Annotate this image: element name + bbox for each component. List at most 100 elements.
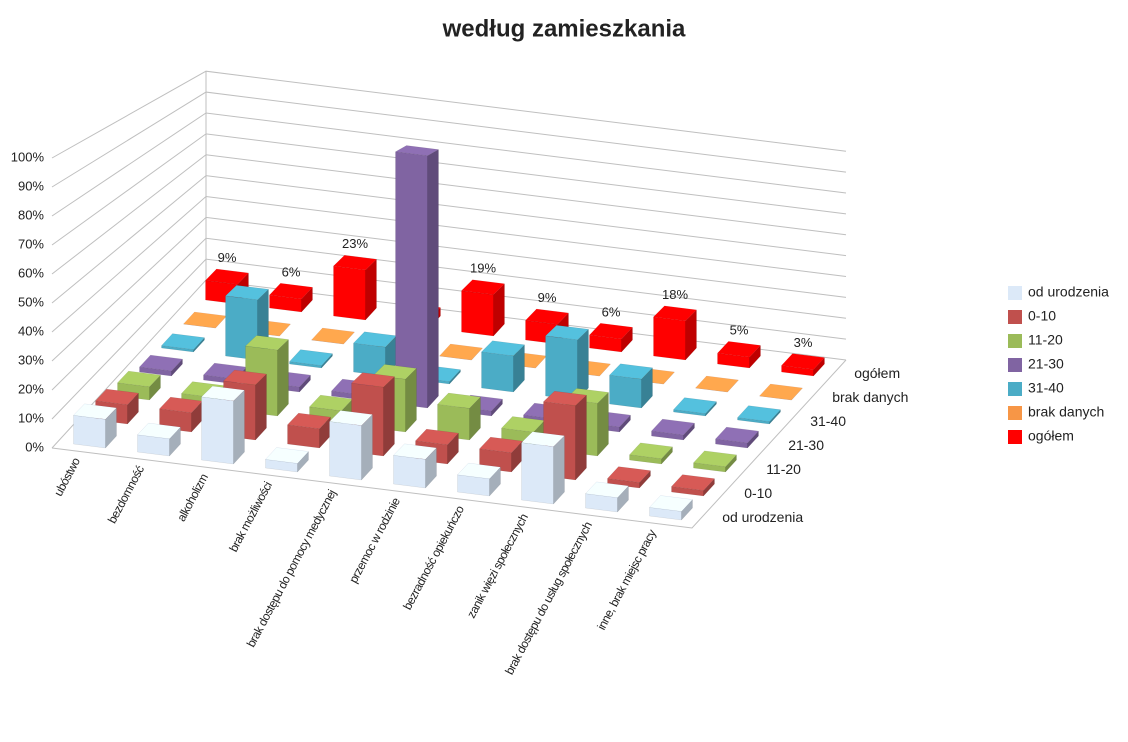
data-label: 5% <box>730 323 749 338</box>
bar-top <box>350 372 396 388</box>
bar <box>694 375 740 393</box>
legend-swatch <box>1008 358 1022 372</box>
bar <box>714 426 760 449</box>
bar <box>182 311 228 329</box>
bar <box>160 333 206 353</box>
y-tick-label: 40% <box>18 323 44 338</box>
bar <box>264 447 310 473</box>
bar-top <box>480 340 526 357</box>
floor-edge <box>51 359 847 529</box>
x-tick-label: ubóstwo <box>51 455 83 499</box>
bar-top <box>758 383 804 401</box>
bar-top <box>670 474 716 491</box>
bar-front <box>393 455 426 489</box>
legend-swatch <box>1008 382 1022 396</box>
bar-top <box>692 450 738 467</box>
x-tick-label: przemoc w rodzinie <box>346 495 403 586</box>
y-tick-label: 90% <box>18 178 44 193</box>
legend-label: brak danych <box>1028 404 1104 420</box>
bar <box>328 410 374 481</box>
bar-top <box>672 397 718 414</box>
x-tick-label: zanik więzi społecznych <box>464 512 531 621</box>
bar-top <box>72 403 118 420</box>
legend-label: 21-30 <box>1028 356 1064 372</box>
grid-line <box>51 70 847 159</box>
legend-label: ogółem <box>1028 428 1074 444</box>
bar <box>310 327 356 345</box>
bar-top <box>136 422 182 440</box>
y-tick-label: 30% <box>18 352 44 367</box>
bar-top <box>436 392 482 409</box>
y-tick-label: 0% <box>25 439 44 454</box>
grid-line <box>51 133 847 246</box>
bar <box>544 325 590 401</box>
bar-top <box>650 418 696 436</box>
bar <box>138 354 184 377</box>
bar <box>460 279 506 337</box>
bar-top <box>332 255 378 271</box>
depth-label: 11-20 <box>766 461 801 477</box>
bar-top <box>460 279 506 295</box>
data-label: 19% <box>470 261 496 276</box>
bar <box>584 481 630 513</box>
bar <box>288 349 334 369</box>
legend-swatch <box>1008 310 1022 324</box>
bar-top <box>648 495 694 512</box>
bar <box>692 450 738 473</box>
bar <box>608 363 654 409</box>
data-label: 18% <box>662 287 688 302</box>
grid-line <box>51 175 847 304</box>
bar <box>478 436 524 473</box>
legend-swatch <box>1008 334 1022 348</box>
depth-label: 21-30 <box>788 437 824 453</box>
bar <box>332 255 378 321</box>
bar-top <box>310 327 356 345</box>
bar-top <box>222 369 268 386</box>
y-tick-label: 80% <box>18 207 44 222</box>
bar-side <box>361 413 373 481</box>
bar-front <box>73 415 106 449</box>
legend-label: 11-20 <box>1028 332 1063 348</box>
bar <box>456 462 502 497</box>
bar-side <box>575 394 587 481</box>
bar-top <box>244 335 290 351</box>
data-label: 6% <box>602 305 621 320</box>
data-label: 9% <box>538 290 557 305</box>
bar-top <box>138 354 184 372</box>
chart-title: według zamieszkania <box>442 15 686 42</box>
bar-top <box>456 462 502 480</box>
x-tick-label: alkoholizm <box>174 471 211 524</box>
bar <box>606 466 652 489</box>
bar-side <box>233 389 245 465</box>
bar-front <box>521 442 554 505</box>
bar-top <box>478 436 524 453</box>
bar-top <box>204 268 250 285</box>
bar-top <box>414 428 460 445</box>
legend-label: 31-40 <box>1028 380 1064 396</box>
bar-top <box>264 447 310 464</box>
bar-top <box>714 426 760 444</box>
y-tick-label: 100% <box>11 149 45 164</box>
grid-line <box>51 91 847 188</box>
legend-swatch <box>1008 430 1022 444</box>
bar <box>758 383 804 401</box>
bar-front <box>545 335 578 401</box>
y-tick-label: 70% <box>18 236 44 251</box>
grid-line <box>51 258 847 420</box>
x-tick-label: bezradność opiekuńczo <box>400 503 467 612</box>
bar-top <box>438 343 484 361</box>
bar-top <box>268 283 314 300</box>
depth-label: brak danych <box>832 389 908 405</box>
bar-side <box>383 375 395 457</box>
bar <box>72 403 118 449</box>
bar-top <box>182 311 228 329</box>
bar-top <box>224 285 270 301</box>
bar-front <box>461 290 494 337</box>
bar-top <box>288 349 334 366</box>
bar <box>628 442 674 465</box>
bar <box>716 341 762 369</box>
legend-label: od urodzenia <box>1028 284 1109 300</box>
bar-top <box>392 443 438 460</box>
grid-line <box>51 216 847 362</box>
